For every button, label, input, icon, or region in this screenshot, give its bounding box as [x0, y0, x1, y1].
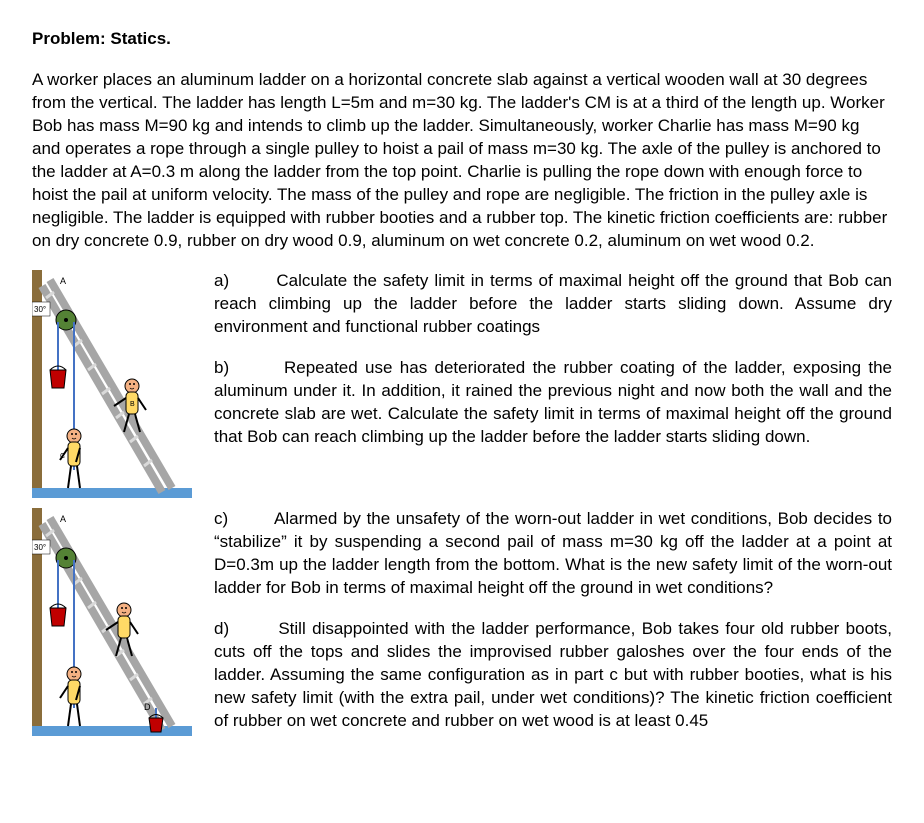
part-c-text: Alarmed by the unsafety of the worn-out … [214, 509, 892, 597]
row-1: A 30° B [32, 270, 892, 500]
label-B: B [130, 401, 135, 408]
label-D: D [144, 702, 151, 712]
part-a: a) Calculate the safety limit in terms o… [214, 270, 892, 339]
label-A: A [60, 276, 66, 286]
part-d-text: Still disappointed with the ladder perfo… [214, 619, 892, 730]
part-c: c) Alarmed by the unsafety of the worn-o… [214, 508, 892, 600]
figure-1: A 30° B [32, 270, 192, 500]
part-a-label: a) [214, 270, 240, 293]
part-c-label: c) [214, 508, 240, 531]
part-b-label: b) [214, 357, 240, 380]
label-C: C [60, 453, 65, 460]
svg-text:30°: 30° [34, 543, 46, 552]
angle-label: 30° [34, 305, 46, 314]
problem-title: Problem: Statics. [32, 28, 892, 51]
svg-text:A: A [60, 514, 66, 524]
part-d-label: d) [214, 618, 240, 641]
part-d: d) Still disappointed with the ladder pe… [214, 618, 892, 733]
worker-charlie: C [60, 429, 81, 488]
intro-paragraph: A worker places an aluminum ladder on a … [32, 69, 892, 253]
row-2: A 30° [32, 508, 892, 750]
part-b: b) Repeated use has deteriorated the rub… [214, 357, 892, 449]
figure-2: A 30° [32, 508, 192, 750]
part-b-text: Repeated use has deteriorated the rubber… [214, 358, 892, 446]
part-a-text: Calculate the safety limit in terms of m… [214, 271, 892, 336]
